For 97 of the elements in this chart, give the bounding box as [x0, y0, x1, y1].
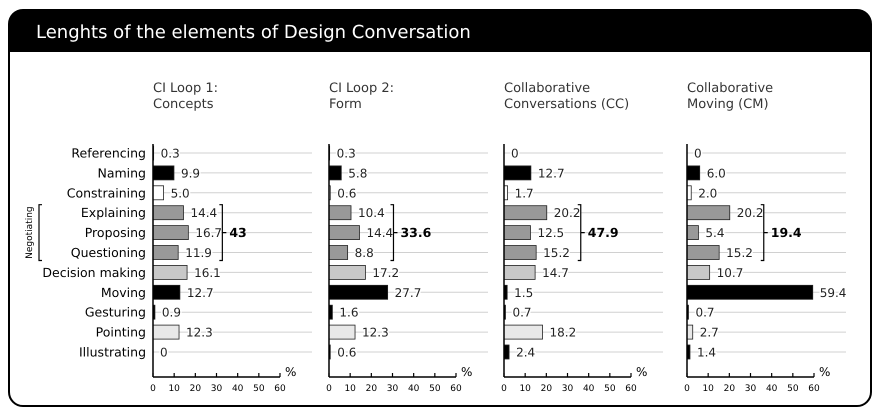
- x-tick-label: 30: [744, 384, 756, 394]
- x-tick-label: 10: [168, 384, 180, 394]
- y-tick-label: Questioning: [70, 245, 146, 260]
- x-tick-label: 50: [253, 384, 265, 394]
- data-label: 14.4: [366, 226, 394, 240]
- data-label: 12.3: [362, 326, 389, 340]
- chart-subtitle: CI Loop 1: Concepts: [153, 81, 218, 112]
- y-tick-label: Gesturing: [84, 304, 146, 320]
- data-label: 0: [694, 146, 702, 160]
- data-label: 0.7: [695, 306, 715, 320]
- data-label: 0: [160, 346, 168, 360]
- y-tick-label: Constraining: [66, 185, 146, 200]
- x-axis-title: %: [285, 365, 296, 379]
- data-label: 6.0: [706, 166, 726, 180]
- data-label: 0.3: [160, 146, 180, 160]
- data-label: 2.7: [700, 326, 719, 340]
- data-label: 2.0: [698, 186, 718, 200]
- x-tick-label: 30: [386, 384, 398, 394]
- x-tick-label: 20: [724, 384, 736, 394]
- x-tick-label: 60: [450, 384, 462, 394]
- annotation: 43: [229, 225, 247, 240]
- data-label: 0.7: [512, 306, 532, 320]
- x-tick-label: 0: [684, 384, 690, 394]
- data-label: 14.4: [190, 206, 218, 220]
- x-tick-label: 40: [232, 384, 244, 394]
- x-axis-title: %: [636, 365, 648, 379]
- x-axis-title: %: [461, 365, 472, 379]
- data-label: 1.7: [514, 186, 534, 200]
- chart-title: Lenghts of the elements of Design Conversation: [36, 22, 471, 43]
- annotation: 47.9: [588, 225, 619, 240]
- data-label: 1.4: [696, 346, 716, 360]
- data-label: 14.7: [542, 266, 569, 280]
- x-tick-label: 30: [210, 384, 222, 394]
- data-label: 16.7: [195, 226, 222, 240]
- data-label: 20.2: [736, 206, 764, 220]
- data-label: 2.4: [516, 346, 536, 360]
- chart-subtitle: Collaborative Conversations (CC): [504, 81, 630, 112]
- y-tick-label: Illustrating: [79, 344, 146, 360]
- x-tick-label: 10: [344, 384, 356, 394]
- data-label: 12.5: [537, 226, 564, 240]
- y-axis-title: Negotiating: [25, 206, 35, 259]
- x-tick-label: 50: [604, 384, 616, 394]
- y-tick-label: Decision making: [42, 264, 146, 280]
- x-tick-label: 60: [625, 384, 637, 394]
- chart-subtitle: Collaborative Moving (CM): [687, 81, 774, 112]
- data-label: 20.2: [554, 206, 580, 220]
- data-label: 12.7: [538, 166, 565, 180]
- annotation: 19.4: [770, 225, 802, 240]
- x-tick-label: 20: [540, 384, 552, 394]
- data-label: 15.2: [726, 246, 753, 260]
- data-label: 5.0: [170, 186, 190, 200]
- y-tick-label: Explaining: [80, 205, 146, 220]
- data-label: 9.9: [180, 166, 200, 180]
- data-label: 27.7: [394, 286, 422, 300]
- data-label: 0.9: [162, 306, 181, 320]
- x-tick-label: 10: [702, 384, 714, 394]
- data-label: 0.6: [337, 186, 356, 200]
- data-label: 18.2: [550, 326, 576, 340]
- x-tick-label: 50: [429, 384, 441, 394]
- y-tick-label: Proposing: [84, 225, 146, 240]
- x-tick-label: 0: [501, 384, 508, 394]
- data-label: 59.4: [820, 286, 846, 300]
- data-label: 10.7: [716, 266, 744, 280]
- y-tick-label: Naming: [97, 165, 146, 180]
- x-tick-label: 60: [808, 384, 820, 394]
- data-label: 8.8: [354, 246, 374, 260]
- x-tick-label: 20: [366, 384, 378, 394]
- x-tick-label: 10: [519, 384, 532, 394]
- data-label: 1.5: [514, 286, 534, 300]
- y-tick-label: Referencing: [71, 146, 146, 160]
- data-label: 17.2: [372, 266, 400, 280]
- x-tick-label: 40: [582, 384, 595, 394]
- x-tick-label: 0: [326, 384, 332, 394]
- x-axis-title: %: [819, 365, 830, 379]
- chart-subtitle: CI Loop 2: Form: [329, 81, 394, 112]
- x-tick-label: 20: [190, 384, 202, 394]
- data-label: 1.6: [339, 306, 358, 320]
- x-tick-label: 40: [766, 384, 778, 394]
- annotation: 33.6: [400, 225, 432, 240]
- x-tick-label: 0: [150, 384, 156, 394]
- data-label: 16.1: [194, 266, 221, 280]
- x-tick-label: 50: [787, 384, 799, 394]
- x-tick-label: 30: [562, 384, 574, 394]
- x-tick-label: 60: [274, 384, 286, 394]
- data-label: 5.8: [348, 166, 368, 180]
- data-label: 10.4: [358, 206, 385, 220]
- data-label: 12.7: [186, 286, 214, 300]
- data-label: 12.3: [186, 326, 213, 340]
- y-tick-label: Moving: [100, 284, 146, 300]
- data-label: 11.9: [185, 246, 212, 260]
- data-label: 5.4: [705, 226, 725, 240]
- y-tick-label: Pointing: [96, 324, 146, 340]
- x-tick-label: 40: [408, 384, 420, 394]
- data-label: 0.6: [337, 346, 356, 360]
- data-label: 0: [511, 146, 519, 160]
- data-label: 15.2: [543, 246, 570, 260]
- data-label: 0.3: [336, 146, 356, 160]
